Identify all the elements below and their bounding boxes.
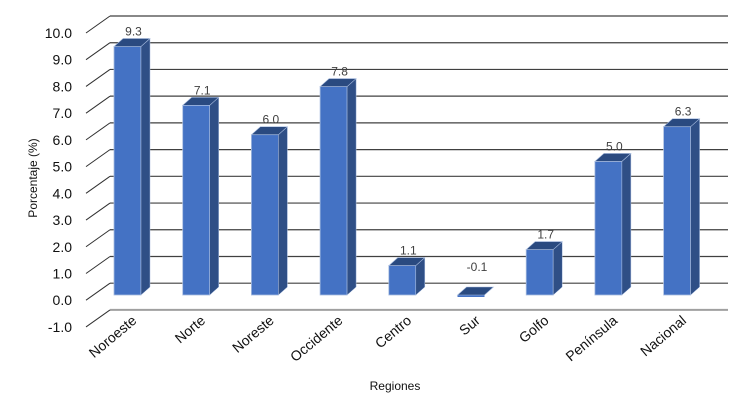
- y-tick-label: 9.0: [53, 52, 73, 68]
- y-tick-label: 8.0: [53, 78, 73, 94]
- gridline-depth: [85, 149, 111, 168]
- bar: -0.1: [456, 260, 495, 297]
- gridline-depth: [85, 69, 111, 87]
- bar: 7.1: [181, 83, 220, 296]
- value-label: 6.3: [675, 105, 692, 119]
- gridline-depth: [85, 202, 111, 221]
- value-label: 7.8: [331, 65, 348, 79]
- category-label: Golfo: [516, 312, 552, 346]
- category-label: Noreste: [229, 312, 277, 356]
- y-tick-label: 2.0: [53, 239, 73, 255]
- bar: 6.3: [662, 105, 701, 296]
- value-label: 1.7: [537, 228, 554, 242]
- gridline-depth: [85, 229, 111, 248]
- category-label: Norte: [172, 312, 209, 346]
- bar: 7.8: [319, 65, 357, 296]
- value-label: 7.1: [194, 83, 211, 97]
- bar: 5.0: [594, 139, 632, 296]
- y-tick-label: 5.0: [53, 159, 73, 175]
- y-axis-title: Porcentaje (%): [26, 138, 40, 217]
- gridline-depth: [85, 282, 111, 301]
- bar: 9.3: [113, 25, 151, 296]
- y-tick-label: 1.0: [53, 265, 73, 281]
- value-label: 1.1: [400, 244, 417, 258]
- bar: 6.0: [250, 113, 289, 296]
- value-label: 9.3: [125, 25, 142, 39]
- bar: 1.1: [388, 244, 426, 296]
- gridline-depth: [85, 15, 111, 34]
- gridline-depth: [85, 95, 111, 114]
- gridline-depth: [85, 256, 111, 274]
- value-label: 6.0: [263, 113, 280, 127]
- gridline-depth: [85, 122, 111, 141]
- category-label: Noroeste: [86, 312, 140, 361]
- gridline-depth: [85, 42, 111, 61]
- category-label: Sur: [456, 312, 483, 338]
- y-tick-label: -1.0: [48, 319, 72, 335]
- y-tick-label: 3.0: [53, 212, 73, 228]
- category-label: Nacional: [637, 312, 689, 359]
- category-label: Centro: [372, 312, 415, 351]
- y-tick-label: 6.0: [53, 132, 73, 148]
- y-axis-ticks: 10.0 9.0 8.0 7.0 6.0 5.0 4.0 3.0 2.0 1.0 0.0 -1.0: [45, 25, 72, 335]
- gridline-depth: [85, 175, 111, 194]
- category-label: Occidente: [287, 312, 346, 365]
- y-tick-label: 4.0: [53, 185, 73, 201]
- y-tick-label: 10.0: [45, 25, 72, 41]
- x-axis-title: Regiones: [370, 379, 421, 393]
- gridline-depth: [85, 309, 111, 328]
- y-tick-label: 7.0: [53, 105, 73, 121]
- x-axis-categories: Noroeste Norte Noreste Occidente Centro Sur Go…: [86, 312, 689, 365]
- bar: 1.7: [525, 228, 563, 296]
- value-label: 5.0: [606, 139, 623, 153]
- y-tick-label: 0.0: [53, 292, 73, 308]
- bars: 9.3 7.1 6.0 7.8 1.1 -0.1 1.7 5.0 6.3: [113, 25, 701, 297]
- value-label: -0.1: [467, 260, 488, 274]
- category-label: Península: [562, 312, 620, 364]
